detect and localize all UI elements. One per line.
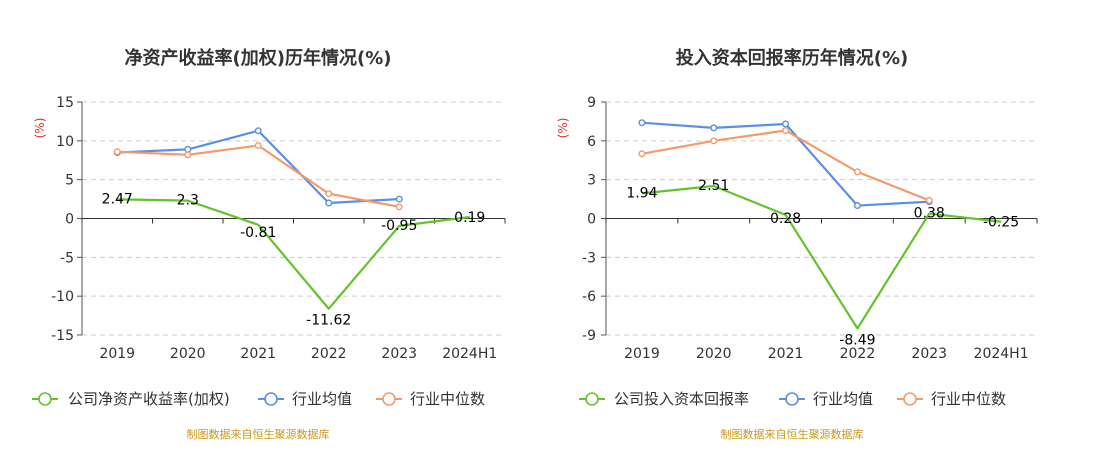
legend-marker (903, 392, 917, 406)
data-label: 0.19 (454, 210, 485, 226)
y-tick-label: 0 (587, 212, 596, 228)
y-tick-label: -10 (51, 289, 74, 305)
series-point (638, 150, 646, 158)
legend-item-label: 行业均值 (292, 390, 352, 408)
series-point (325, 190, 333, 198)
source-note: 制图数据来自恒生聚源数据库 (721, 427, 864, 441)
source-note: 制图数据来自恒生聚源数据库 (187, 427, 330, 441)
y-tick-label: -3 (582, 250, 596, 266)
data-label: -0.95 (381, 218, 417, 234)
x-tick-label: 2021 (240, 346, 276, 362)
data-label: -0.25 (983, 215, 1019, 231)
x-tick-label: 2020 (696, 346, 732, 362)
series-point (638, 119, 646, 127)
legend-marker (585, 392, 599, 406)
x-tick-label: 2019 (624, 346, 660, 362)
series-point (853, 168, 861, 176)
y-tick-label: 6 (587, 134, 596, 150)
legend-item-label: 公司净资产收益率(加权) (68, 390, 230, 408)
legend-marker (38, 392, 52, 406)
y-tick-label: 10 (56, 134, 74, 150)
y-tick-label: -5 (60, 250, 74, 266)
series-point (782, 120, 790, 128)
y-tick-label: -6 (582, 289, 596, 305)
series-point (710, 124, 718, 132)
legend-item-label: 行业均值 (813, 390, 873, 408)
series-point (254, 127, 262, 135)
chart-1: 净资产收益率(加权)历年情况(%) (%) 15 10 5 0 -5 -10 -15 2019 20… (32, 47, 506, 441)
series-line-1 (117, 198, 470, 310)
series-point (254, 141, 262, 149)
y-tick-label: 15 (56, 95, 74, 111)
y-tick-label: 5 (65, 173, 74, 189)
series-point (325, 199, 333, 207)
data-label: 0.38 (914, 206, 945, 222)
series-point (710, 137, 718, 145)
legend-item-label: 公司投入资本回报率 (614, 390, 749, 408)
data-label: -0.81 (240, 225, 276, 241)
y-tick-label: 0 (65, 212, 74, 228)
x-tick-label: 2024H1 (442, 346, 497, 362)
legend-marker (382, 392, 396, 406)
data-label: 2.51 (698, 178, 729, 194)
legend-marker (264, 392, 278, 406)
y-tick-label: -9 (582, 328, 596, 344)
series-line-2 (641, 121, 930, 207)
series-point (925, 196, 933, 204)
x-tick-label: 2020 (170, 346, 206, 362)
y-axis-unit: (%) (556, 118, 570, 139)
series-point (395, 203, 403, 211)
legend-item-label: 行业中位数 (931, 390, 1006, 408)
x-tick-label: 2021 (768, 346, 804, 362)
x-tick-label: 2022 (311, 346, 347, 362)
y-tick-label: 9 (587, 95, 596, 111)
legend-item-label: 行业中位数 (410, 390, 485, 408)
series-line-1 (641, 184, 1002, 330)
data-label: 2.3 (177, 193, 199, 209)
x-tick-label: 2022 (840, 346, 876, 362)
data-label: 2.47 (102, 191, 133, 207)
data-label: 1.94 (626, 185, 657, 201)
series-point (853, 202, 861, 210)
series-point (113, 148, 121, 156)
series-point (184, 151, 192, 159)
chart-title: 净资产收益率(加权)历年情况(%) (125, 47, 392, 69)
y-axis-unit: (%) (33, 118, 47, 139)
chart-2: 投入资本回报率历年情况(%) (%) 9 6 3 0 -3 -6 -9 2019 2020 2021 2… (556, 47, 1038, 441)
y-tick-label: 3 (587, 173, 596, 189)
x-tick-label: 2023 (381, 346, 417, 362)
legend-marker (785, 392, 799, 406)
chart-title: 投入资本回报率历年情况(%) (676, 47, 909, 69)
series-point (782, 126, 790, 134)
series-line-3 (117, 144, 400, 208)
data-label: -11.62 (306, 313, 351, 329)
data-label: -8.49 (839, 332, 875, 348)
y-tick-label: -15 (51, 328, 74, 344)
x-tick-label: 2019 (99, 346, 135, 362)
x-tick-label: 2023 (911, 346, 947, 362)
data-label: 0.28 (770, 211, 801, 227)
series-line-2 (117, 129, 400, 205)
x-tick-label: 2024H1 (974, 346, 1029, 362)
series-point (395, 195, 403, 203)
